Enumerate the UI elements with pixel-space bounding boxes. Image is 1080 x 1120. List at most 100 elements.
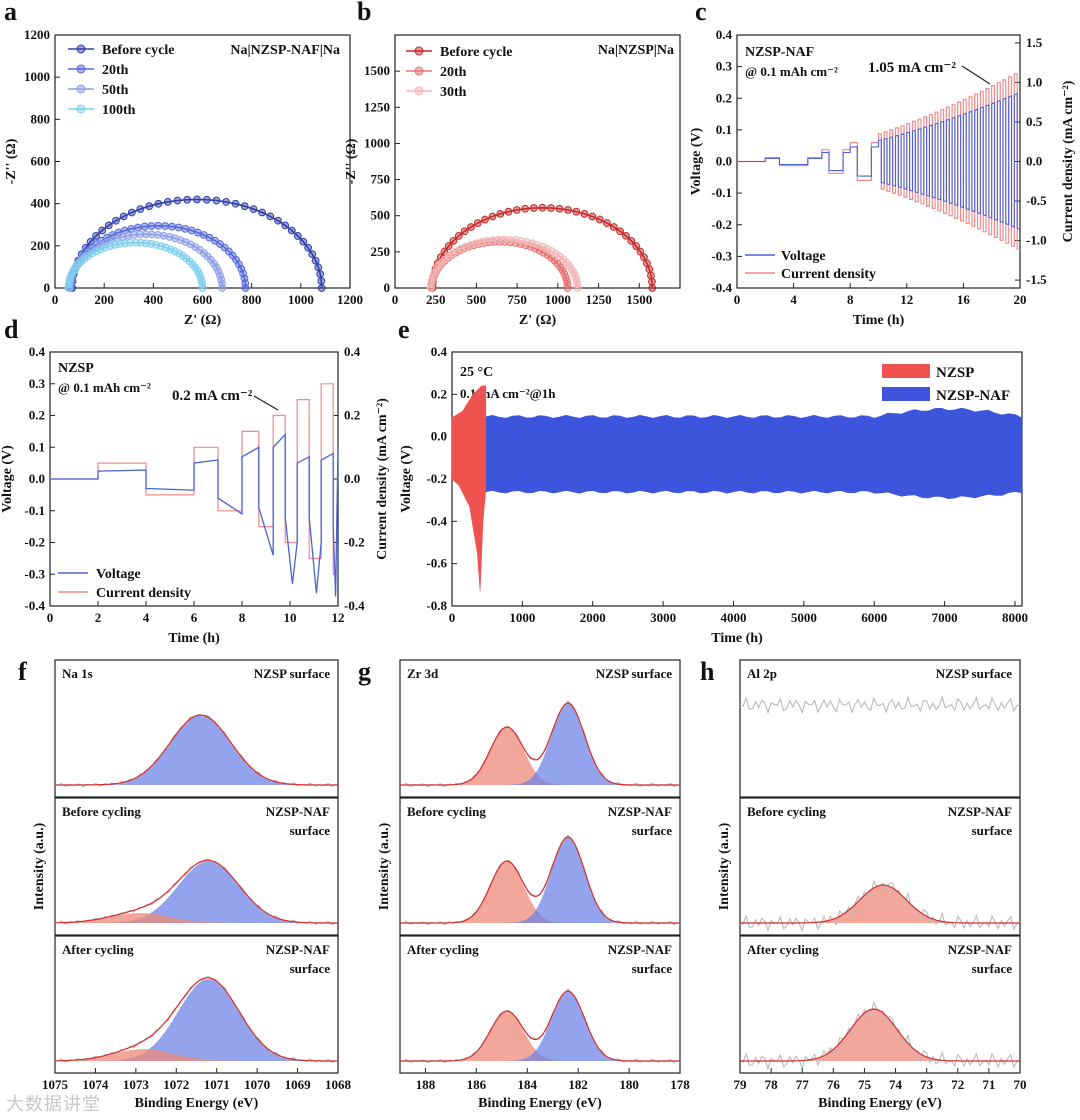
data-point [304,243,313,252]
subpanel-before-cycling: Before cycling NZSP-NAF surface [399,797,681,936]
x-tick-label: 200 [94,292,114,307]
y2-tick-label: 1.0 [1026,74,1042,89]
x-tick-label: 6000 [861,610,887,625]
annotation: 1.05 mA cm⁻² [868,60,956,76]
chart-subtitle: @ 0.1 mAh cm⁻² [745,64,838,79]
subpanel-label: Before cycling [407,804,486,819]
plot-frame [54,935,339,1074]
panel-h: h Al 2p NZSP surface Before cycling NZSP-NAF… [700,657,1027,1111]
data-point [627,236,636,245]
data-point [511,236,520,245]
x-tick-label: 8 [239,610,246,625]
x-tick-label: 1000 [545,292,571,307]
surface-tag: NZSP-NAF [948,804,1012,819]
subpanel-after-cycling: After cycling NZSP-NAF surface [399,935,681,1074]
y-tick-label: -0.4 [24,598,45,613]
y-axis-title: Intensity (a.u.) [32,822,47,910]
surface-tag: NZSP surface [254,666,330,681]
subpanel-after-cycling: After cycling NZSP-NAF surface [739,935,1021,1074]
data-point [222,197,230,206]
data-point [640,253,648,262]
x-tick-label: 600 [193,292,213,307]
data-point [454,231,463,240]
data-point [209,259,218,268]
data-point [193,195,201,204]
panel-c: c 0 4 8 12 16 20 -0.4 -0.3 -0.2 -0.1 0.0 0.1 0.2 0.3 0.… [689,0,1076,328]
data-point [488,212,497,221]
x-tick-label: 1073 [123,1077,150,1092]
y-tick-label: -0.4 [711,280,732,295]
annotation-arrow [253,395,279,411]
surface-tag: surface [632,823,673,838]
annotation: 0.2 mA cm⁻² [172,388,253,404]
y-tick-label: -0.6 [426,556,447,571]
panel-b: b 0 250 500 750 1000 1250 1500 0 250 500 750 1000 125… [344,0,681,328]
x-tick-label: 70 [1014,1077,1027,1092]
data-point [512,206,521,214]
data-point [266,212,275,221]
data-point [481,215,489,224]
surface-tag: surface [290,823,331,838]
data-point [154,221,163,230]
data-point [274,216,282,225]
chart-title: 25 °C [460,365,493,380]
plot-frame [739,659,1021,798]
series-nzsp-naf [478,407,1023,500]
y2-tick-label: -0.2 [344,535,365,550]
y-tick-label: 0.1 [716,122,732,137]
panel-label: b [357,0,371,26]
subpanel-label: Zr 3d [407,666,439,681]
data-point [494,235,503,244]
x-tick-label: 1250 [586,292,612,307]
subpanel-label: After cycling [407,942,479,957]
data-point [212,196,221,205]
data-point [603,219,611,227]
data-point [314,263,323,272]
data-point [183,195,192,204]
y-axis-title: -Z'' (Ω) [4,138,19,184]
subpanel-label: After cycling [62,942,134,957]
legend-label: Before cycle [102,43,174,58]
data-point [648,284,657,292]
x-tick-label: 79 [734,1077,748,1092]
x-tick-label: 800 [242,292,262,307]
data-point [145,202,154,211]
y-tick-label: -0.4 [426,513,447,528]
panel-label: f [18,657,27,686]
legend-swatch [882,364,930,378]
legend-marker [76,44,86,54]
y-axis-title: -Z'' (Ω) [344,138,359,184]
data-point [488,236,497,245]
data-point [543,244,552,253]
data-point [119,212,128,221]
data-point [154,199,163,208]
y-tick-label: 0.3 [29,376,46,391]
data-point [112,216,120,225]
y-tick-label: -0.2 [24,535,45,550]
data-point [588,212,597,221]
data-point [521,204,530,213]
series-voltage [50,432,339,597]
x-tick-label: 1070 [244,1077,270,1092]
data-point [142,230,150,239]
y-tick-label: 0.2 [716,90,732,105]
data-point [198,284,207,292]
series-nzsp [451,385,487,592]
data-point [98,226,107,235]
fit-line [430,240,569,289]
data-point [616,227,625,236]
y-tick-label: 0.2 [29,408,45,423]
y-tick-label: -0.3 [711,248,732,263]
legend-label: NZSP-NAF [936,388,1010,404]
x-tick-label: 12 [900,292,913,307]
data-point [308,250,317,259]
peak-fill-blue [400,837,680,923]
x-tick-label: 500 [467,292,487,307]
subpanel-label: Before cycling [62,804,141,819]
x-axis-title: Binding Energy (eV) [818,1096,942,1111]
x-tick-label: 188 [416,1077,436,1092]
x-tick-label: 1000 [509,610,535,625]
surface-tag: NZSP surface [936,666,1012,681]
x-tick-label: 10 [284,610,297,625]
fit-envelope [55,714,338,786]
